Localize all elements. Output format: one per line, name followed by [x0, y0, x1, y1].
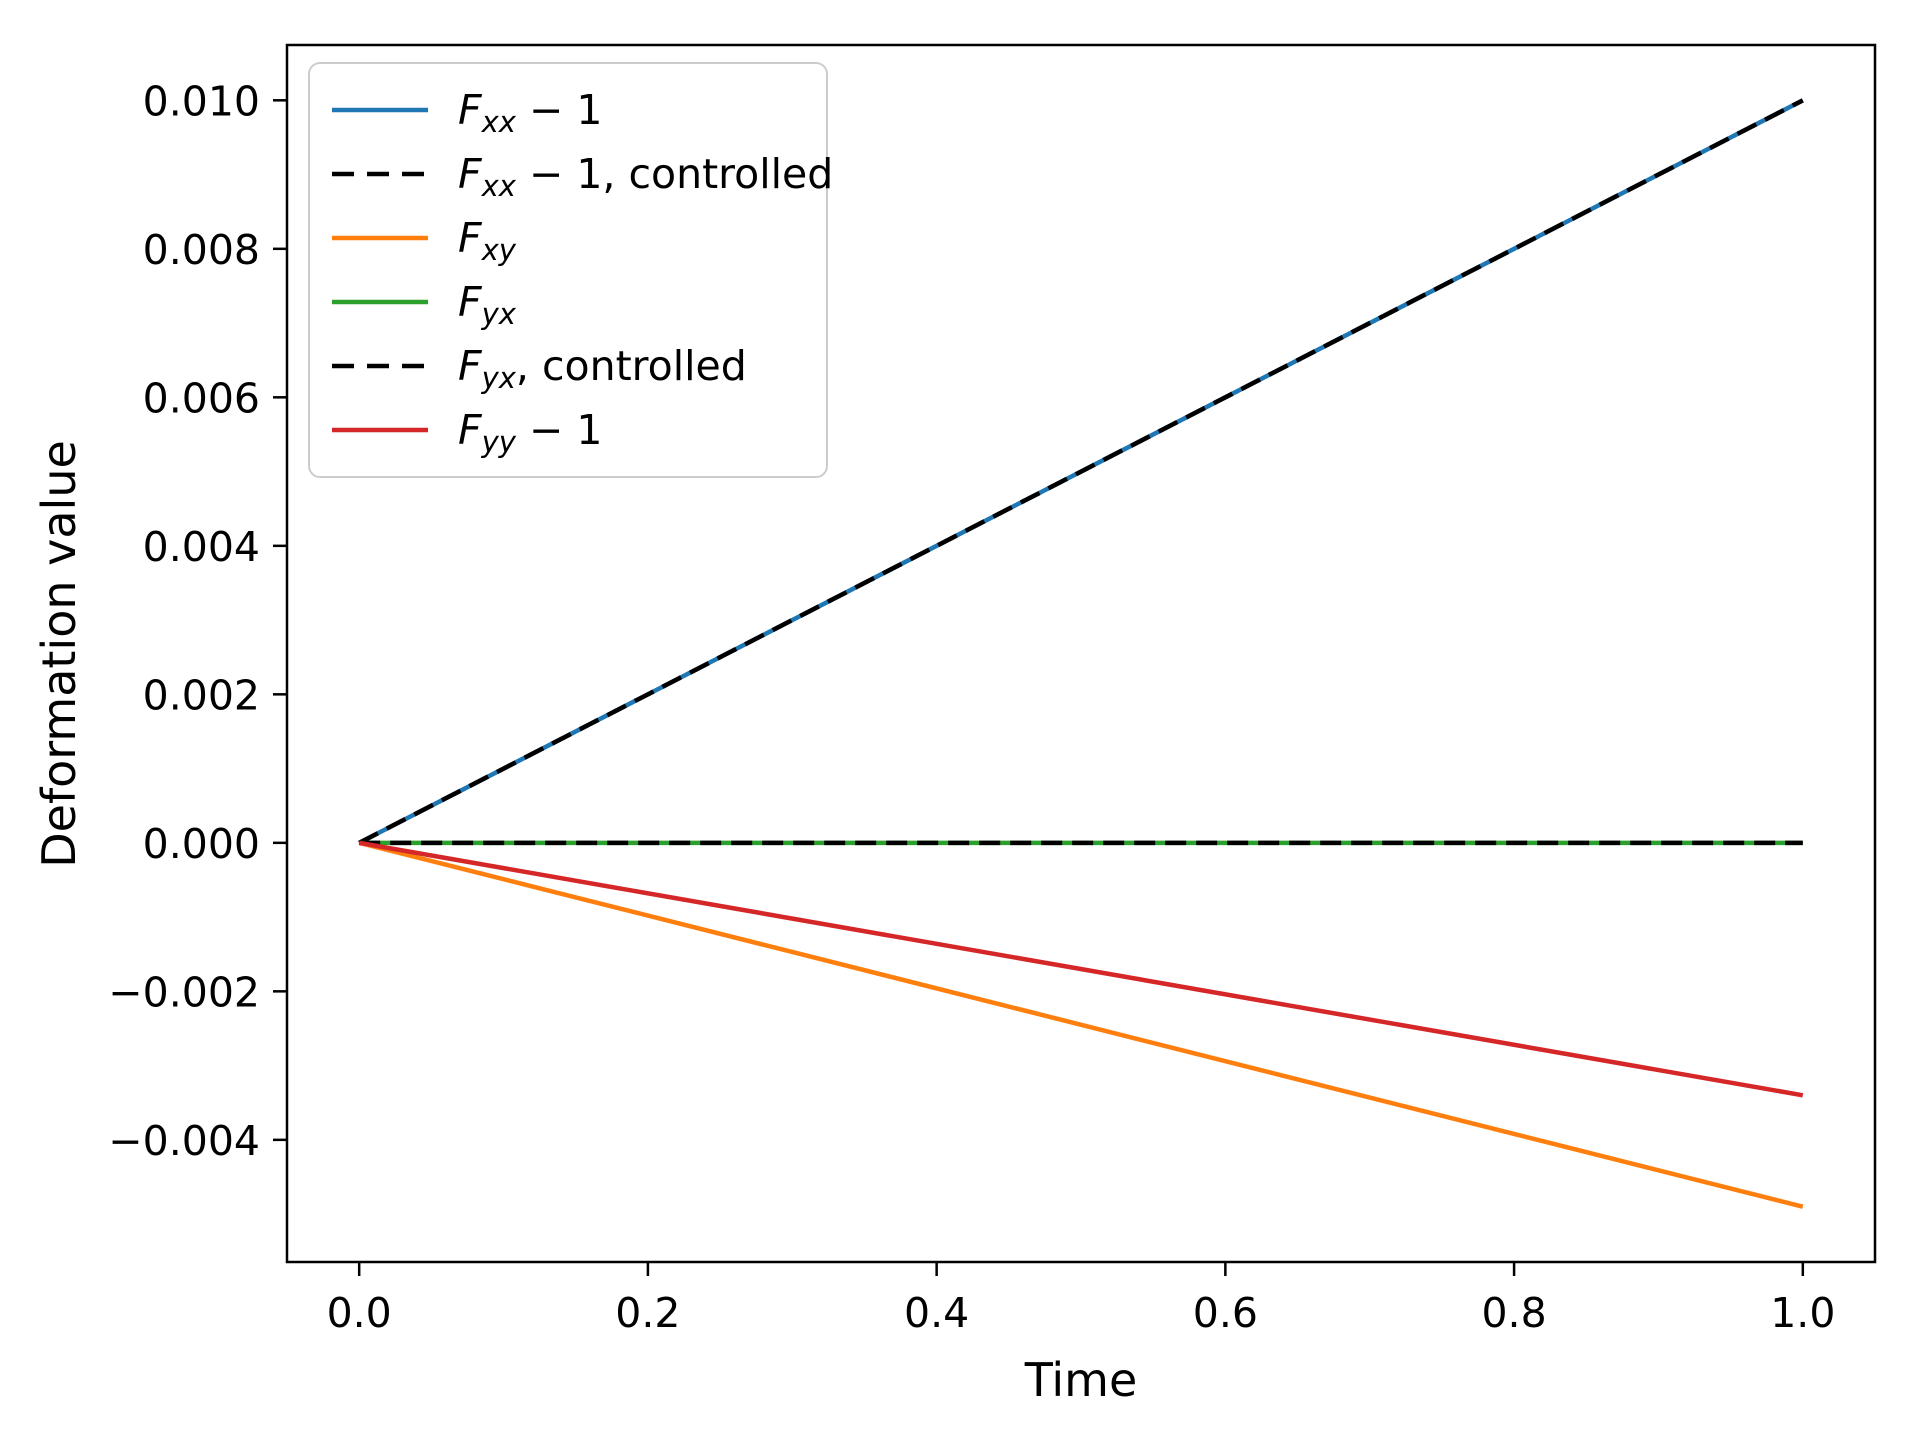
legend-label-suffix: − 1 — [515, 85, 603, 134]
y-tick-label: 0.010 — [143, 77, 260, 125]
legend-label-variable: F — [458, 213, 482, 262]
legend-label: Fyx — [458, 281, 516, 328]
y-tick-label: −0.002 — [108, 968, 260, 1016]
legend-label-subscript: xx — [481, 104, 516, 139]
legend-label-suffix: − 1, controlled — [515, 149, 834, 198]
legend-item-Fyx: Fyx — [332, 281, 826, 328]
y-axis-title: Deformation value — [32, 440, 86, 868]
legend-swatch-line — [332, 235, 428, 241]
legend-label: Fyx, controlled — [458, 345, 747, 392]
legend-label-subscript: yy — [481, 424, 516, 459]
y-tick-label: −0.004 — [108, 1117, 260, 1165]
legend-label: Fxy — [458, 217, 516, 264]
legend-label-variable: F — [458, 149, 482, 198]
legend-label-variable: F — [458, 85, 482, 134]
series-lines — [358, 98, 1804, 1209]
legend-label-subscript: yx — [481, 296, 516, 331]
legend-label: Fyy − 1 — [458, 409, 602, 456]
legend-swatch-line — [332, 299, 428, 305]
legend-item-Fyx-controlled: Fyx, controlled — [332, 345, 826, 392]
x-tick-label: 1.0 — [1770, 1289, 1835, 1337]
plot-spines — [285, 43, 1877, 1264]
x-tick-label: 0.8 — [1481, 1289, 1546, 1337]
legend-label-variable: F — [458, 405, 482, 454]
legend-label-subscript: xx — [481, 168, 516, 203]
legend-swatch-line — [332, 427, 428, 433]
x-tick-label: 0.4 — [904, 1289, 969, 1337]
legend: Fxx − 1 Fxx − 1, controlled Fxy Fyx Fyx, con… — [308, 62, 833, 478]
x-tick-label: 0.0 — [327, 1289, 392, 1337]
legend-swatch-line — [332, 363, 428, 369]
legend-swatch-line — [332, 171, 428, 177]
legend-item-Fyy-1: Fyy − 1 — [332, 409, 826, 456]
y-tick-label: 0.004 — [143, 523, 260, 571]
y-axis-ticks: 0.010 0.008 0.006 0.004 0.002 0.000 −0.002 −0.0… — [108, 77, 287, 1165]
legend-label-suffix: − 1 — [515, 405, 603, 454]
legend-label-variable: F — [458, 277, 482, 326]
legend-label-subscript: yx — [481, 360, 516, 395]
y-tick-label: 0.006 — [143, 374, 260, 422]
series-line-Fxy — [358, 840, 1804, 1209]
legend-label-variable: F — [458, 341, 482, 390]
x-axis-title: Time — [1024, 1353, 1138, 1407]
series-line-Fxx-1-controlled — [358, 98, 1804, 845]
x-tick-label: 0.6 — [1193, 1289, 1258, 1337]
x-axis-ticks: 0.0 0.2 0.4 0.6 0.8 1.0 — [327, 1262, 1835, 1337]
legend-label-subscript: xy — [481, 232, 516, 267]
legend-label: Fxx − 1 — [458, 89, 602, 136]
y-tick-label: 0.002 — [143, 671, 260, 719]
y-tick-label: 0.008 — [143, 226, 260, 274]
legend-label: Fxx − 1, controlled — [458, 153, 833, 200]
legend-swatch-line — [332, 107, 428, 113]
axes-frame — [285, 43, 1877, 1264]
x-tick-label: 0.2 — [615, 1289, 680, 1337]
legend-item-Fxx-1-controlled: Fxx − 1, controlled — [332, 153, 833, 200]
legend-item-Fxy: Fxy — [332, 217, 826, 264]
series-line-Fyy-1 — [358, 840, 1804, 1098]
y-tick-label: 0.000 — [143, 820, 260, 868]
legend-label-suffix: , controlled — [515, 341, 747, 390]
legend-item-Fxx-1: Fxx − 1 — [332, 89, 826, 136]
